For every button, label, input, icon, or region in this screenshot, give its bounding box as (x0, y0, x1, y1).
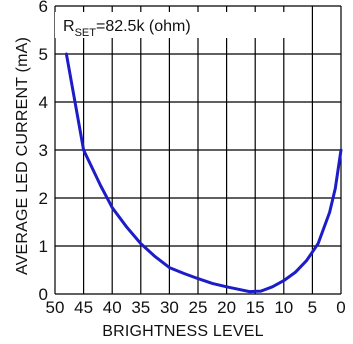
grid (54, 5, 342, 295)
rset-annotation: RSET=82.5k (ohm) (63, 18, 191, 39)
y-tick-label: 5 (39, 45, 48, 64)
x-tick-labels: 50 45 40 35 30 25 20 15 10 5 0 (46, 298, 346, 317)
y-tick-labels: 0 1 2 3 4 5 6 (39, 0, 48, 304)
x-tick-label: 5 (308, 298, 317, 317)
x-tick-label: 0 (336, 298, 345, 317)
series-line (64, 52, 343, 294)
x-tick-label: 15 (246, 298, 265, 317)
y-axis-label: AVERAGE LED CURRENT (mA) (14, 37, 31, 275)
y-tick-label: 6 (39, 0, 48, 16)
y-tick-label: 4 (39, 93, 48, 112)
annotation-background (55, 12, 295, 38)
x-tick-label: 20 (217, 298, 236, 317)
x-tick-label: 45 (74, 298, 93, 317)
x-tick-label: 40 (103, 298, 122, 317)
x-tick-label: 30 (160, 298, 179, 317)
x-tick-label: 50 (46, 298, 65, 317)
y-tick-label: 3 (39, 141, 48, 160)
x-tick-label: 10 (274, 298, 293, 317)
x-tick-label: 35 (131, 298, 150, 317)
y-tick-label: 2 (39, 189, 48, 208)
y-tick-label: 1 (39, 237, 48, 256)
x-axis-label: BRIGHTNESS LEVEL (102, 323, 263, 340)
y-tick-label: 0 (39, 285, 48, 304)
series-layer (64, 52, 343, 294)
x-tick-label: 25 (189, 298, 208, 317)
